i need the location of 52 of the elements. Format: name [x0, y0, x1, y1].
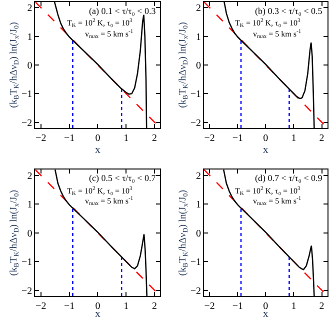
y-tick-label: −2 [22, 118, 32, 129]
x-tick-label: 0 [263, 133, 268, 144]
annotation: (c) 0.5 < τ/τ₀ < 0.7 [89, 173, 156, 183]
annotation: T$_{K}$ = 10$^{2}$ K, τ₀ = 10$^{3}$ [235, 186, 301, 198]
x-tick-label: 1 [291, 301, 296, 312]
y-tick-label: 2 [196, 170, 201, 182]
y-tick-label: 0 [196, 228, 201, 240]
y-tick-label: −2 [190, 118, 201, 129]
y-tick-label: 0 [27, 228, 32, 240]
y-tick-label: 2 [196, 3, 201, 14]
annotation: T$_{K}$ = 10$^{2}$ K, τ₀ = 10$^{3}$ [67, 186, 133, 198]
y-tick-label: 0 [196, 60, 201, 72]
y-tick-label: 1 [27, 32, 32, 43]
x-tick-label: −2 [204, 133, 215, 144]
x-tick-label: −2 [36, 133, 46, 144]
x-axis-title: x [94, 144, 101, 156]
x-axis-title: x [262, 144, 269, 156]
x-tick-label: 2 [319, 301, 324, 312]
annotation: T$_{K}$ = 10$^{2}$ K, τ₀ = 10$^{3}$ [67, 18, 133, 30]
x-tick-label: 1 [124, 133, 129, 144]
y-tick-label: 2 [27, 170, 32, 182]
annotation: T$_{K}$ = 10$^{2}$ K, τ₀ = 10$^{3}$ [235, 18, 301, 30]
x-tick-label: 2 [152, 133, 158, 144]
x-tick-label: −1 [232, 133, 243, 144]
x-tick-label: 2 [319, 133, 324, 144]
y-tick-label: 1 [27, 200, 32, 211]
y-tick-label: 0 [27, 60, 32, 72]
x-tick-label: 2 [152, 301, 158, 312]
x-tick-label: −1 [64, 133, 75, 144]
x-tick-label: 0 [95, 133, 100, 144]
x-tick-label: −1 [64, 301, 75, 312]
y-tick-label: −1 [190, 257, 201, 268]
y-tick-label: 1 [196, 200, 201, 211]
y-tick-label: 2 [27, 3, 32, 14]
x-tick-label: −1 [232, 301, 243, 312]
annotation: v$_{max}$ = 5 km s$^{-1}$ [253, 196, 302, 208]
x-tick-label: 1 [291, 133, 296, 144]
annotation: v$_{max}$ = 5 km s$^{-1}$ [85, 196, 134, 208]
y-tick-label: −1 [190, 89, 201, 100]
x-tick-label: 1 [124, 301, 129, 312]
annotation: v$_{max}$ = 5 km s$^{-1}$ [85, 29, 134, 40]
annotation: v$_{max}$ = 5 km s$^{-1}$ [253, 29, 302, 40]
x-tick-label: −2 [204, 301, 215, 312]
annotation: (a) 0.1 < τ/τ₀ < 0.3 [89, 6, 156, 16]
y-tick-label: −2 [190, 286, 201, 297]
y-tick-label: −1 [22, 89, 32, 100]
annotation: (d) 0.7 < τ/τ₀ < 0.9 [255, 173, 323, 183]
annotation: (b) 0.3 < τ/τ₀ < 0.5 [255, 6, 323, 16]
x-tick-label: −2 [36, 301, 46, 312]
y-tick-label: 1 [196, 32, 201, 43]
y-tick-label: −2 [22, 286, 32, 297]
y-tick-label: −1 [22, 257, 32, 268]
